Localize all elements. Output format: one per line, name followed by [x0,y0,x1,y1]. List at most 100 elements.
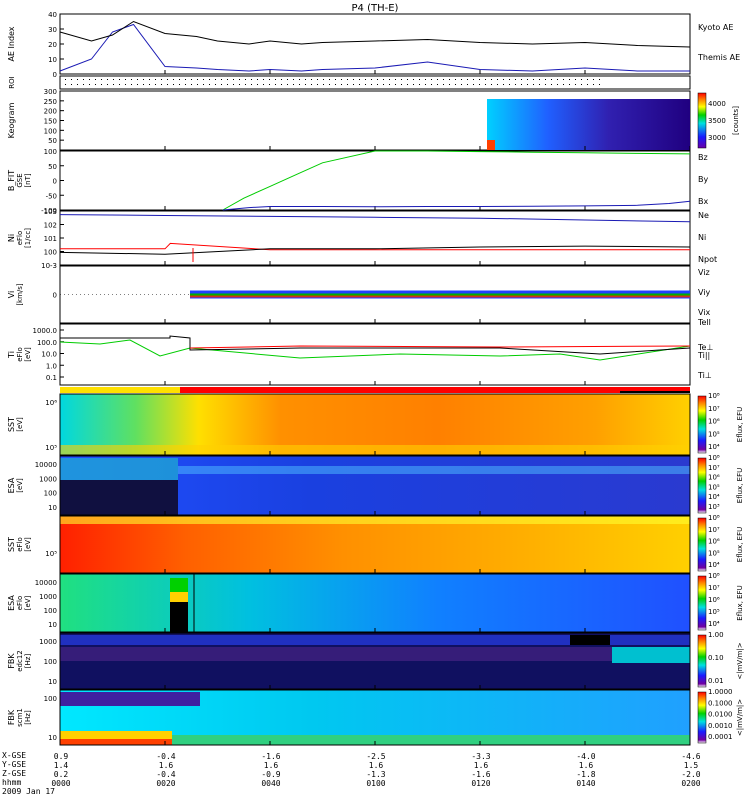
roi-dot [305,84,306,85]
roi-dot [197,79,198,80]
vi-ytick-label: 0 [53,292,57,300]
roi-dot [515,84,516,85]
roi-dot [149,79,150,80]
ni-ytick-label: 103 [44,208,57,216]
fbk1-ytick-label: 10 [48,678,57,686]
vi-ylabel-sub: [km/s] [16,283,24,306]
roi-dot [365,79,366,80]
roi-dot [251,79,252,80]
roi-dot [65,84,66,85]
roi-dot [425,84,426,85]
sst2-colorbar-tick: 10⁴ [708,561,720,569]
fbk2-top-band [60,692,200,706]
roi-dot [575,84,576,85]
roi-dot [401,84,402,85]
kgm-ytick-label: 100 [44,127,57,135]
footer-value: 1.5 [683,761,699,770]
ti-legend-0: Tell [697,318,711,327]
ni-ytick-label: 100 [44,249,57,257]
roi-dot [191,84,192,85]
roi-dot [269,79,270,80]
footer-value: 0140 [576,779,596,788]
fbk1-ylabel: FBK [7,653,16,669]
ti-te-perp [189,345,691,349]
esa2-ytick-label: 100 [44,607,57,615]
esa2-ytick-label: 1000 [39,593,57,601]
fbk2-colorbar-tick: 0.0010 [708,722,733,730]
roi-dot [431,79,432,80]
roi-dot [455,84,456,85]
roi-dot [137,79,138,80]
roi-dot [167,84,168,85]
sst1-colorbar [697,395,707,454]
footer-value: -0.9 [261,770,281,779]
kgm-ytick-label: 150 [44,118,57,126]
footer-value: 0020 [156,779,176,788]
fbk1-top-band [60,635,690,645]
roi-dot [137,84,138,85]
roi-dot [257,79,258,80]
footer-value: -0.4 [156,752,176,761]
bfit-legend-by: By [698,175,708,184]
roi-dot [251,84,252,85]
vi-band-red [190,295,690,298]
vi-ylabel: Vi [7,291,16,299]
roi-dot [443,84,444,85]
roi-dot [533,84,534,85]
ti-para [59,339,691,361]
roi-dot [107,79,108,80]
fbk2-ylabel: FBK [7,709,16,725]
esa1-colorbar-tick: 10⁶ [708,474,720,482]
fbk2-colorbar-tick: 0.0001 [708,733,733,741]
roi-dot [407,79,408,80]
esa2-burst-dark [170,602,188,632]
roi-dot [179,79,180,80]
roi-dot [161,84,162,85]
vi-band-green [190,293,690,297]
roi-dot [515,79,516,80]
roi-dot [467,84,468,85]
roi-dot [215,79,216,80]
fbk2-ylabel-group: FBK scm1 [Hz] [7,708,32,727]
mode-strip-fast [180,387,690,393]
ti-ytick-label: 10.0 [41,351,57,359]
ni-legend-ne: Ne [698,211,709,220]
roi-dot [485,84,486,85]
roi-dot [293,79,294,80]
esa1-colorbar-tick: 10⁴ [708,493,720,501]
roi-dot [239,79,240,80]
footer-value: 0200 [681,779,701,788]
roi-dot [479,79,480,80]
roi-dot [281,79,282,80]
kgm-colorbar [697,92,707,149]
roi-dot [245,79,246,80]
ae-ytick-label: 10 [48,56,57,64]
ni-ylabel-sub: eFlo [16,231,24,246]
esa1-colorbar-tick: 10³ [708,503,720,511]
roi-dot [491,79,492,80]
footer-value: 0120 [471,779,491,788]
ae-panel-frame [59,13,691,75]
bfit-ytick-label: -100 [41,207,57,215]
roi-dot [233,79,234,80]
sst1-colorbar-label: Eflux, EFU [736,407,744,442]
roi-dot [563,79,564,80]
roi-dot [599,79,600,80]
sst1-spectrogram [60,394,690,455]
roi-dot [569,79,570,80]
ti-ylabel-sub: eFlo [16,347,24,362]
esa2-ytick-label: 10000 [35,579,57,587]
fbk2-red [60,739,172,745]
roi-dot [131,79,132,80]
ni-ytick-label: 101 [44,235,57,243]
fbk1-colorbar-label: <|mV/m|> [736,642,744,679]
roi-dot [467,79,468,80]
fbk1-ylabel-group: FBK edc12 [Hz] [7,650,32,672]
fbk1-colorbar-tick: 1.00 [708,631,724,639]
sst1-low-band [60,445,690,455]
roi-dot [317,79,318,80]
roi-dot [263,79,264,80]
page-title: P4 (TH-E) [352,3,399,14]
roi-dot [395,79,396,80]
